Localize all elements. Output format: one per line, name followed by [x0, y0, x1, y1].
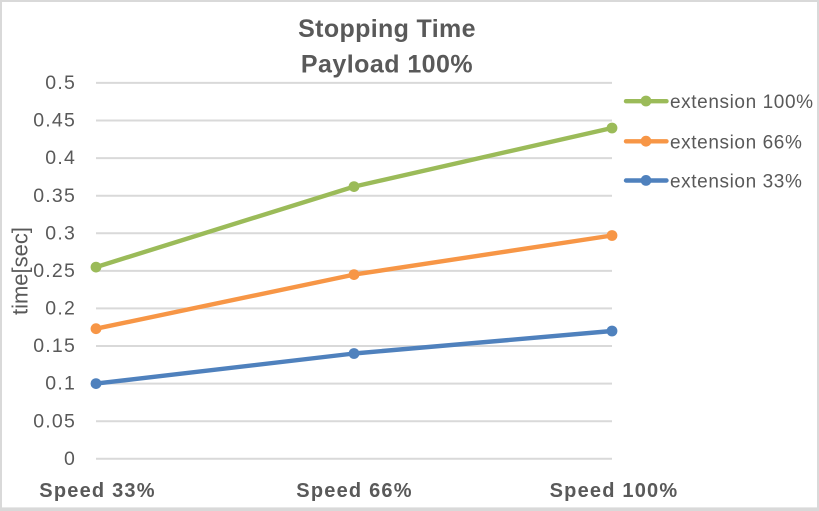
svg-text:0.25: 0.25 [33, 260, 76, 282]
svg-text:Stopping Time: Stopping Time [298, 15, 476, 43]
svg-text:0.05: 0.05 [33, 410, 76, 432]
svg-text:0: 0 [64, 448, 76, 470]
svg-text:0.4: 0.4 [45, 147, 76, 169]
svg-text:Speed 66%: Speed 66% [296, 480, 412, 502]
svg-text:0.35: 0.35 [33, 185, 76, 207]
svg-text:0.15: 0.15 [33, 335, 76, 357]
svg-text:0.3: 0.3 [45, 222, 76, 244]
svg-text:0.5: 0.5 [45, 72, 76, 94]
svg-text:extension 66%: extension 66% [670, 132, 802, 153]
svg-text:0.1: 0.1 [45, 373, 76, 395]
svg-text:0.2: 0.2 [45, 298, 76, 320]
svg-text:0.45: 0.45 [33, 110, 76, 132]
svg-text:Payload 100%: Payload 100% [301, 50, 473, 78]
svg-text:Speed 33%: Speed 33% [39, 480, 155, 502]
svg-text:extension 33%: extension 33% [670, 172, 802, 193]
svg-text:time[sec]: time[sec] [8, 227, 33, 315]
svg-text:extension 100%: extension 100% [670, 92, 814, 113]
svg-text:Speed 100%: Speed 100% [550, 480, 679, 502]
